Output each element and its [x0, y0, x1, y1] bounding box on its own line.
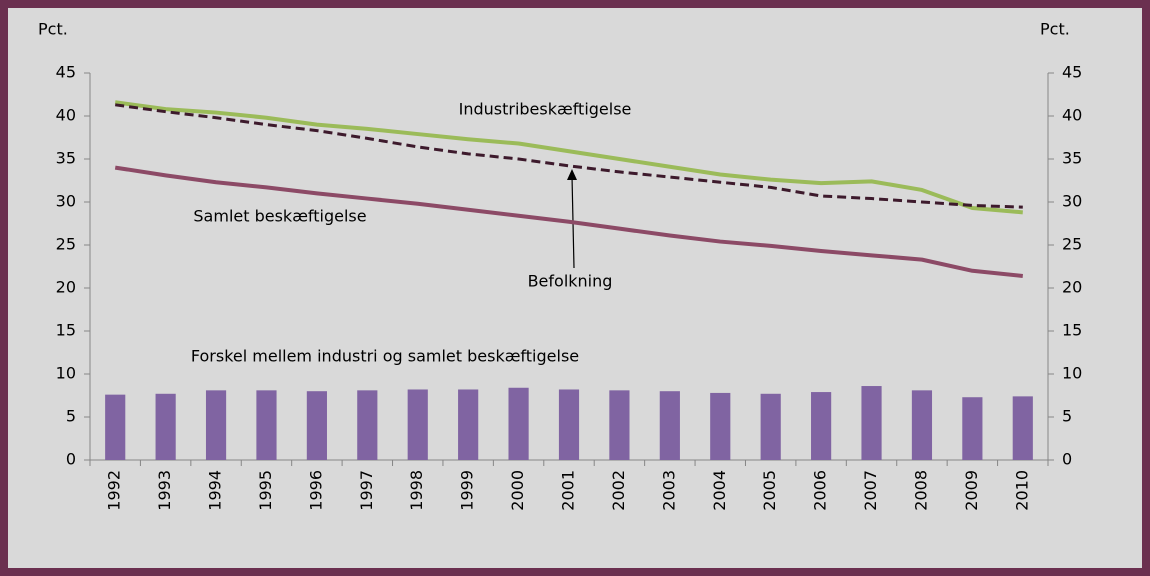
bar [609, 390, 630, 460]
bar [508, 387, 529, 460]
x-tick-label: 1999 [458, 470, 477, 511]
line [114, 100, 1023, 215]
bar [911, 390, 933, 460]
y2-axis-label: Pct. [1040, 20, 1070, 39]
y2-tick-label: 35 [1062, 149, 1082, 168]
x-tick-label: 1992 [105, 470, 124, 511]
y2-tick-label: 20 [1062, 278, 1082, 297]
bar [760, 393, 781, 460]
arrow-head [567, 169, 577, 180]
bar [710, 392, 731, 460]
bar [256, 390, 277, 460]
x-tick-label: 2001 [559, 470, 578, 511]
bar [458, 389, 479, 460]
x-tick-label: 1998 [407, 470, 426, 511]
bar [306, 391, 327, 460]
bar [105, 394, 126, 460]
x-tick-label: 2010 [1012, 470, 1031, 511]
x-tick-label: 2005 [760, 470, 779, 511]
x-tick-label: 1995 [256, 470, 275, 511]
bar [811, 392, 832, 460]
y-tick-label: 10 [56, 364, 76, 383]
x-tick-label: 1996 [306, 470, 325, 511]
y-axis-label: Pct. [38, 20, 68, 39]
x-tick-label: 2004 [710, 470, 729, 511]
y2-tick-label: 0 [1062, 450, 1072, 469]
x-tick-label: 2002 [609, 470, 628, 511]
annotation: Befolkning [528, 272, 613, 291]
y-tick-label: 40 [56, 106, 76, 125]
y2-tick-label: 25 [1062, 235, 1082, 254]
y-tick-label: 25 [56, 235, 76, 254]
bar [558, 389, 580, 460]
y-tick-label: 15 [56, 321, 76, 340]
x-tick-label: 2003 [659, 470, 678, 511]
bar [1012, 396, 1033, 460]
x-tick-label: 1997 [357, 470, 376, 511]
x-tick-label: 1993 [155, 470, 174, 511]
bar [155, 393, 176, 460]
x-tick-label: 2007 [861, 470, 880, 511]
x-tick-label: 1994 [206, 470, 225, 511]
bar [962, 397, 983, 460]
y-tick-label: 0 [66, 450, 76, 469]
line [115, 103, 1023, 209]
y-tick-label: 20 [56, 278, 76, 297]
bar [407, 389, 428, 460]
y2-tick-label: 5 [1062, 407, 1072, 426]
y2-tick-label: 40 [1062, 106, 1082, 125]
bar [205, 390, 227, 460]
y-tick-label: 30 [56, 192, 76, 211]
bar [357, 390, 378, 460]
annotation: Industribeskæftigelse [459, 100, 632, 119]
y-tick-label: 35 [56, 149, 76, 168]
x-tick-label: 2008 [911, 470, 930, 511]
y2-tick-label: 10 [1062, 364, 1082, 383]
y-tick-label: 45 [56, 63, 76, 82]
x-tick-label: 2000 [508, 470, 527, 511]
y2-tick-label: 30 [1062, 192, 1082, 211]
annotation: Samlet beskæftigelse [193, 207, 366, 226]
bar [861, 386, 882, 460]
x-tick-label: 2006 [811, 470, 830, 511]
y2-tick-label: 45 [1062, 63, 1082, 82]
y-tick-label: 5 [66, 407, 76, 426]
annotation: Forskel mellem industri og samlet beskæf… [191, 347, 579, 366]
x-tick-label: 2009 [962, 470, 981, 511]
y2-tick-label: 15 [1062, 321, 1082, 340]
panel [8, 8, 1142, 568]
bar [659, 391, 680, 460]
line [114, 165, 1023, 278]
